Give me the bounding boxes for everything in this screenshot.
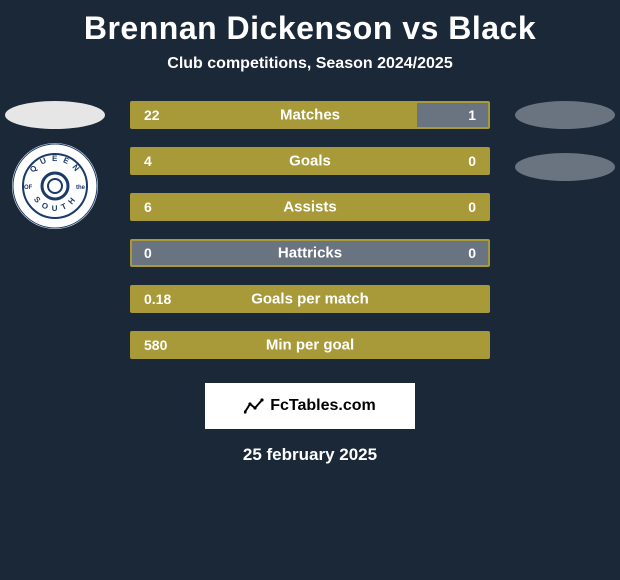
- main-row: Q U E E N S O U T H OF the Matches221 Goa…: [0, 101, 620, 359]
- page-subtitle: Club competitions, Season 2024/2025: [0, 55, 620, 73]
- left-player-avatar: [5, 101, 105, 129]
- fctables-logo-icon: [244, 398, 264, 414]
- stat-bar-hattricks: Hattricks00: [130, 239, 490, 267]
- stat-bar-goals-per-match: Goals per match0.18: [130, 285, 490, 313]
- comparison-card: Brennan Dickenson vs Black Club competit…: [0, 0, 620, 475]
- footer-date: 25 february 2025: [0, 445, 620, 465]
- right-player-avatar: [515, 101, 615, 129]
- stat-left-segment: [132, 287, 488, 311]
- stat-bar-matches: Matches221: [130, 101, 490, 129]
- stat-left-segment: [132, 195, 488, 219]
- stat-right-segment: [417, 103, 488, 127]
- svg-text:the: the: [76, 185, 86, 191]
- stat-bar-goals: Goals40: [130, 147, 490, 175]
- page-title: Brennan Dickenson vs Black: [0, 10, 620, 47]
- left-player-col: Q U E E N S O U T H OF the: [0, 101, 110, 229]
- svg-text:OF: OF: [24, 185, 33, 191]
- stat-right-segment: [310, 241, 488, 265]
- right-player-col: [510, 101, 620, 181]
- stat-left-segment: [132, 241, 310, 265]
- queen-of-south-badge-icon: Q U E E N S O U T H OF the: [12, 143, 98, 229]
- stat-left-segment: [132, 333, 488, 357]
- left-club-badge: Q U E E N S O U T H OF the: [12, 143, 98, 229]
- attribution-text: FcTables.com: [270, 397, 376, 415]
- stat-left-segment: [132, 149, 488, 173]
- right-club-placeholder: [515, 153, 615, 181]
- attribution-badge: FcTables.com: [205, 383, 415, 429]
- stat-bar-min-per-goal: Min per goal580: [130, 331, 490, 359]
- stat-bars: Matches221 Goals40 Assists60 Hattricks00 Goa…: [130, 101, 490, 359]
- stat-left-segment: [132, 103, 417, 127]
- stat-bar-assists: Assists60: [130, 193, 490, 221]
